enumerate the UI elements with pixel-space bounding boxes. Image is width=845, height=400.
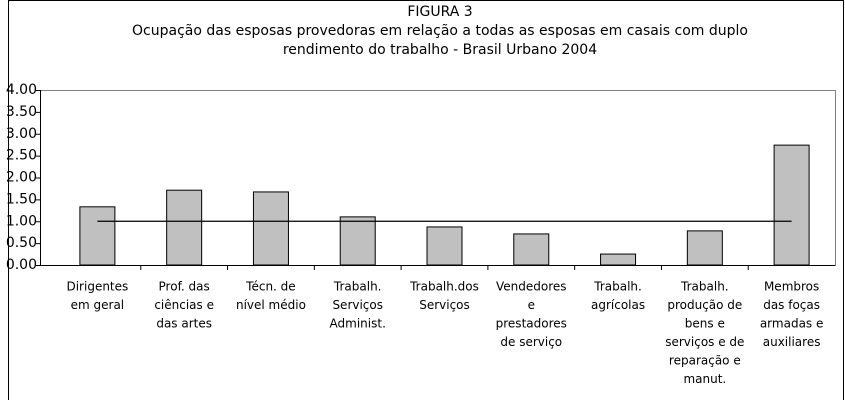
y-tick-label: 0.50 <box>6 235 37 251</box>
chart-subtitle: Ocupação das esposas provedoras em relaç… <box>132 23 748 39</box>
x-tick-label: reparação e <box>669 354 741 368</box>
x-tick-label: e <box>528 298 535 312</box>
x-tick-label: manut. <box>683 372 726 386</box>
x-tick-label: auxiliares <box>763 335 821 349</box>
y-tick-label: 4.00 <box>6 82 37 98</box>
x-tick-label: Serviços <box>332 298 383 312</box>
bar <box>600 253 637 266</box>
bar <box>339 216 376 266</box>
x-tick-label: Dirigentes <box>66 280 128 294</box>
x-tick-label: Membros <box>764 280 819 294</box>
x-tick-label: de serviço <box>500 335 562 349</box>
y-tick-label: 1.50 <box>6 191 37 207</box>
x-tick-label: das artes <box>156 317 212 331</box>
bar <box>426 226 463 266</box>
x-tick-label: Prof. das <box>159 280 210 294</box>
x-tick-label: prestadores <box>496 317 567 331</box>
y-tick-label: 3.00 <box>6 126 37 142</box>
chart-title: FIGURA 3 <box>407 4 472 20</box>
x-tick-label: agrícolas <box>591 298 645 312</box>
x-tick-label: Trabalh.dos <box>409 280 479 294</box>
x-tick-label: nível médio <box>236 298 306 312</box>
x-tick-label: ciências e <box>154 298 214 312</box>
x-tick-label: das foças <box>763 298 820 312</box>
y-tick-label: 2.50 <box>6 148 37 164</box>
x-tick-label: armadas e <box>760 317 824 331</box>
x-tick-label: produção de <box>667 298 742 312</box>
frame <box>8 0 844 400</box>
y-tick-label: 0.00 <box>6 257 37 273</box>
bar <box>686 230 723 266</box>
x-tick-label: em geral <box>71 298 125 312</box>
bar <box>513 233 550 266</box>
bar <box>79 206 116 266</box>
x-tick-label: Técn. de <box>245 280 296 294</box>
bar <box>166 189 203 266</box>
x-tick-label: Trabalh. <box>333 280 382 294</box>
x-tick-label: Vendedores <box>496 280 567 294</box>
bar <box>773 144 810 266</box>
x-tick-label: serviços e de <box>665 335 744 349</box>
y-tick-label: 2.00 <box>6 170 37 186</box>
x-tick-label: Trabalh. <box>593 280 642 294</box>
y-tick-label: 3.50 <box>6 104 37 120</box>
x-tick-label: Serviços <box>419 298 470 312</box>
x-tick-label: Trabalh. <box>680 280 729 294</box>
y-tick-label: 1.00 <box>6 213 37 229</box>
x-tick-label: Administ. <box>330 317 386 331</box>
chart-subtitle: rendimento do trabalho - Brasil Urbano 2… <box>283 42 597 58</box>
bar <box>252 191 289 266</box>
x-tick-label: bens e <box>685 317 725 331</box>
